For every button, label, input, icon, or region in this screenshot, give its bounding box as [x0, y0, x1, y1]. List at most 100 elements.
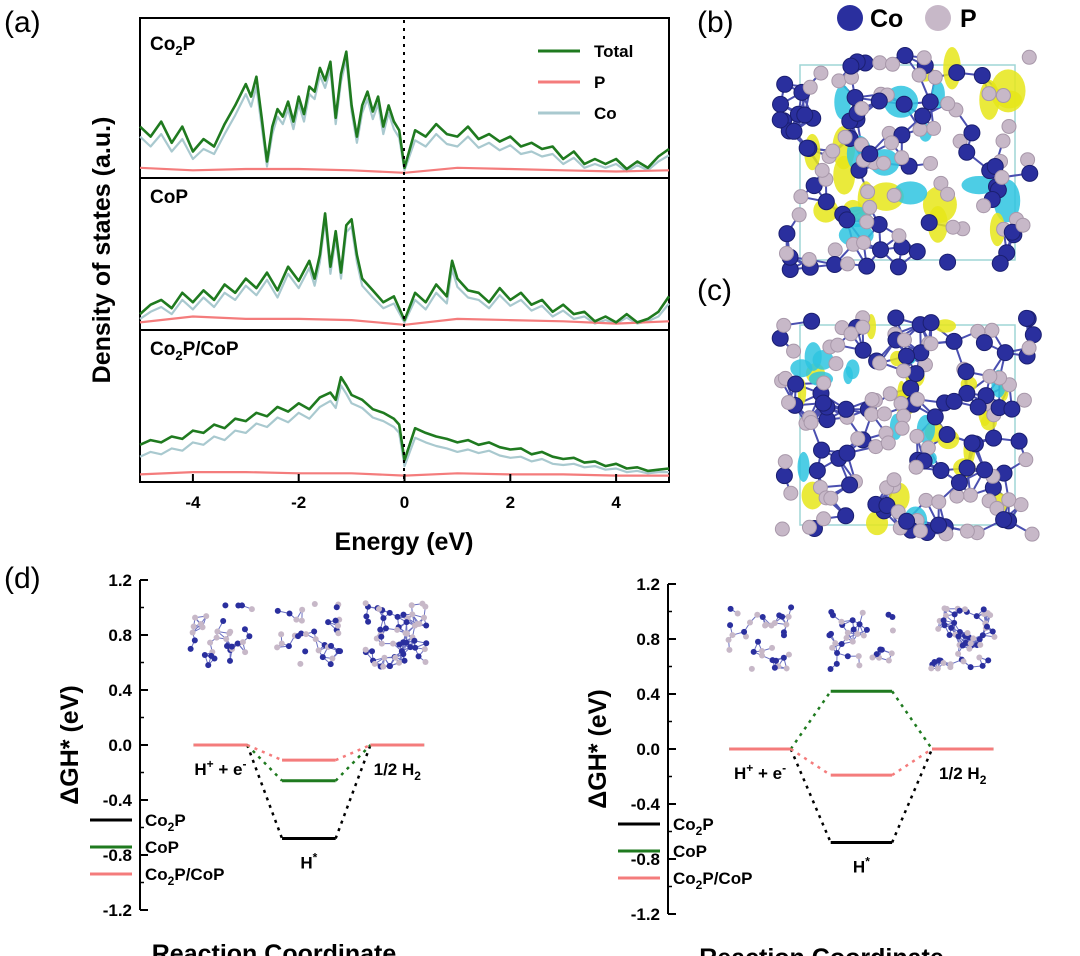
p-atom	[909, 428, 925, 444]
p-atom	[312, 636, 319, 643]
y-tick-label: -0.4	[631, 795, 661, 814]
p-atom	[838, 618, 845, 625]
energy-connector	[891, 747, 933, 777]
co-atom	[956, 607, 963, 614]
co-atom	[780, 632, 787, 639]
p-atom	[970, 635, 977, 642]
co-atom	[896, 47, 914, 65]
p-legend-label: P	[960, 5, 977, 33]
co-atom	[920, 214, 938, 232]
co-atom	[844, 653, 851, 660]
structure-thumbnail	[826, 609, 896, 673]
p-atom	[813, 65, 829, 81]
p-atom	[278, 640, 285, 647]
co-atom	[856, 621, 863, 628]
p-atom	[1001, 492, 1017, 508]
p-atom	[802, 79, 818, 95]
p-atom	[885, 657, 892, 664]
co-atom	[246, 633, 253, 640]
p-atom	[967, 640, 974, 647]
co-atom	[803, 312, 821, 330]
p-atom	[827, 242, 843, 258]
p-atom	[889, 627, 896, 634]
p-atom	[769, 644, 776, 651]
co-atom	[400, 651, 407, 658]
sub: 2	[175, 43, 182, 58]
co-atom	[327, 661, 334, 668]
co-atom	[834, 650, 841, 657]
p-atom	[1021, 49, 1037, 65]
co-atom	[967, 664, 974, 671]
co-atom	[423, 622, 430, 629]
p-atom	[421, 646, 428, 653]
dos-y-axis-title: Density of states (a.u.)	[88, 117, 116, 384]
co-atom	[377, 626, 384, 633]
p-atom	[855, 653, 862, 660]
co-atom	[829, 612, 836, 619]
p-atom	[959, 523, 975, 539]
p-atom	[422, 658, 429, 665]
co-atom	[286, 610, 293, 617]
energy-connector	[789, 748, 832, 843]
gibbs-diagram-right: 1.2 0.8 0.4 0.0 -0.4 -0.8 -1.2 ΔGH* (eV) Reactio…	[584, 575, 998, 956]
co-atom	[779, 613, 786, 620]
gibbs-x-axis-title: Reaction Coordinate	[699, 944, 944, 956]
co-atom	[319, 654, 326, 661]
co-atom	[948, 64, 966, 82]
p-atom	[945, 219, 961, 235]
co-atom	[191, 637, 198, 644]
co-atom	[796, 106, 814, 124]
charge-density-lobe	[834, 84, 851, 120]
p-atom	[942, 612, 949, 619]
gibbs-legend-text: Co2P	[673, 815, 714, 838]
co-atom	[727, 605, 734, 612]
co-atom	[989, 628, 996, 635]
p-atom	[923, 336, 939, 352]
gibbs-y-axis-title: ΔGH* (eV)	[584, 689, 612, 808]
co-atom	[1018, 309, 1036, 327]
p-atom	[843, 634, 850, 641]
y-tick-label: 1.2	[636, 575, 660, 594]
p-atom	[392, 654, 399, 661]
p-atom	[830, 337, 846, 353]
co-atom	[940, 617, 947, 624]
co-atom	[827, 666, 834, 673]
p-atom	[303, 631, 310, 638]
gibbs-legend-text: CoP	[145, 838, 179, 857]
dos-frame-top	[139, 17, 670, 179]
dos-x-ticks: -4 -2 0 2 4	[185, 474, 621, 512]
p-atom	[918, 492, 934, 508]
dos-x-tick-label: -2	[291, 493, 306, 512]
y-tick-label: 0.8	[636, 630, 660, 649]
co-atom	[226, 657, 233, 664]
p-atom	[299, 606, 306, 613]
co-atom	[813, 441, 831, 459]
co-atom	[727, 622, 734, 629]
legend-text-co: Co	[594, 104, 617, 123]
p-atom	[1020, 152, 1036, 168]
y-tick-label: -0.4	[103, 791, 133, 810]
p-atom	[868, 439, 884, 455]
co-atom	[773, 657, 780, 664]
p-atom	[199, 624, 206, 631]
y-tick-label: -0.8	[631, 850, 660, 869]
co-atom	[401, 657, 408, 664]
co-atom	[394, 613, 401, 620]
dos-total-curve-3	[139, 375, 670, 473]
co-atom	[870, 92, 888, 110]
y-tick-label: 0.0	[108, 736, 132, 755]
co-atom	[285, 643, 292, 650]
co-atom	[872, 241, 890, 259]
co-atom	[759, 613, 766, 620]
charge-density-lobe	[934, 319, 957, 333]
rest: P/CoP	[183, 339, 239, 360]
p-atom	[801, 519, 817, 535]
p-atom	[896, 363, 912, 379]
co-atom	[932, 461, 950, 479]
gibbs-legend-text: Co2P/CoP	[673, 869, 752, 892]
p-atom-legend-icon	[925, 5, 951, 31]
co-atom	[959, 642, 966, 649]
co-atom	[187, 645, 194, 652]
energy-connector	[246, 744, 284, 839]
p-atom	[883, 135, 899, 151]
